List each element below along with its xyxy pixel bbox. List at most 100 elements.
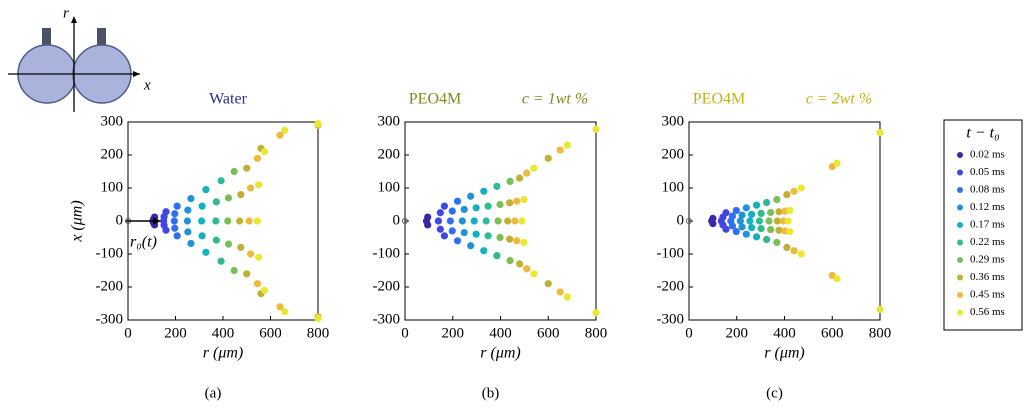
point [183,217,191,225]
point [790,247,798,255]
point [592,309,600,317]
point [212,198,220,206]
y-tick-label: 100 [378,179,401,195]
schematic-nozzle [97,28,106,52]
point [446,217,454,225]
point [520,238,528,247]
point [747,224,756,232]
point [480,187,488,195]
y-tick-label: 300 [378,113,401,129]
point [494,217,502,225]
point [237,243,245,251]
y-tick-label: -100 [373,245,401,261]
y-tick-label: 300 [662,113,685,129]
point [775,226,783,234]
point [453,197,462,205]
point [722,225,730,233]
point [742,204,750,212]
point [505,235,514,243]
point [276,303,284,311]
point [493,182,501,190]
schematic-arrow [71,16,77,23]
point [516,260,524,268]
point [173,202,181,210]
point [253,217,262,225]
x-tick-label: 400 [773,325,796,341]
x-tick-label: 0 [124,325,132,341]
point [765,217,773,225]
point [171,224,179,232]
chart-title: PEO4M [693,91,745,108]
y-tick-label: 100 [101,179,124,195]
point [187,239,195,248]
legend-label: 0.05 ms [970,166,1005,178]
point [709,214,717,222]
point [762,235,771,244]
legend-marker [957,274,963,281]
y-tick-label: 300 [101,113,124,129]
point [556,288,564,296]
point [767,225,775,234]
point [544,280,552,288]
legend-marker [957,292,963,298]
point [833,275,841,283]
point [544,154,552,162]
point [786,206,794,215]
legend-label: 0.08 ms [970,184,1005,196]
point [246,250,255,258]
point [773,238,781,247]
point [467,192,475,200]
point [217,177,225,185]
point [255,253,263,261]
point [224,194,233,202]
y-tick-label: -300 [657,311,685,327]
point [424,213,432,221]
panel: 0 200 400 600 800 -300 -200 -100 0 100 200 300 Water… [69,91,330,402]
point [755,217,764,225]
point [722,209,730,217]
point [424,221,432,229]
point [171,210,179,218]
point [224,240,233,248]
point [518,217,526,225]
y-tick-label: 200 [101,146,124,162]
point [314,314,322,322]
point [453,237,462,245]
y-axis-label: x (μm) [69,200,86,242]
point [783,243,791,251]
x-tick-label: 200 [164,325,187,341]
x-tick-label: 600 [537,325,560,341]
point [440,232,448,240]
legend-marker [957,239,963,246]
point [762,198,771,207]
x-tick-label: 0 [685,325,693,341]
point [513,197,521,205]
point [516,174,524,182]
legend-label: 0.12 ms [970,201,1005,213]
point [757,209,765,218]
point [436,225,444,233]
point [472,204,480,212]
point [767,208,775,217]
point [738,223,746,231]
point [184,206,192,214]
point [230,167,238,176]
point [243,164,251,172]
point [709,220,717,228]
point [202,248,210,256]
point [563,141,571,149]
origin-marker [686,218,692,224]
schematic-label: x [143,77,151,93]
point [520,195,528,204]
point [496,200,504,209]
point [728,212,737,220]
point [484,202,492,210]
annotation-arrowhead [153,217,161,225]
point [523,169,531,177]
schematic: r x [8,5,151,112]
x-tick-label: 600 [821,325,844,341]
point [752,233,761,241]
origin-marker [402,218,408,224]
point [746,217,754,225]
point [448,227,456,235]
